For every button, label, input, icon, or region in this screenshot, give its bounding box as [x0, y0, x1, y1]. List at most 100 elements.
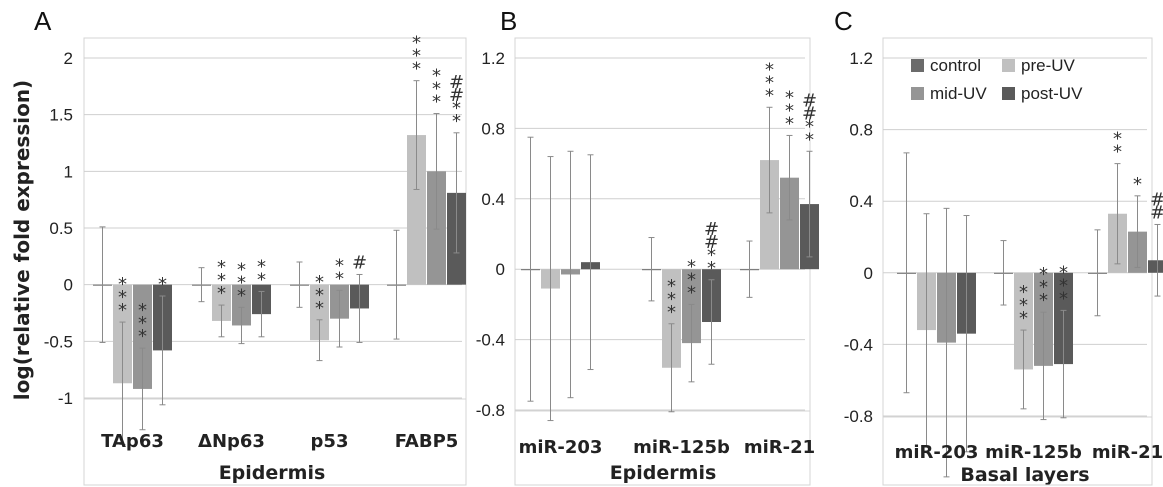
panel-a-significance-mark: *: [118, 274, 127, 295]
panel-a-category-label: ΔNp63: [198, 431, 265, 452]
panel-b-significance-mark: *: [765, 72, 774, 93]
panel-c-bar-mir125b-pre-uv: [1014, 272, 1033, 370]
panel-c-significance-mark: *: [1113, 142, 1122, 163]
panel-a-significance-mark: *: [412, 59, 421, 80]
panel-a-significance-mark: *: [217, 257, 226, 278]
panel-b-y-tick-label: -0.4: [476, 331, 505, 350]
panel-a-significance-mark: *: [412, 33, 421, 54]
panel-a-y-tick-label: 0: [64, 276, 73, 295]
panel-a: A Epidermis -1-0.500.511.52*** ****TAp63*…: [34, 6, 467, 486]
panel-c-significance-mark: *: [1113, 129, 1122, 150]
panel-b-significance-mark: *: [785, 87, 794, 108]
panel-b-category-label: miR-21: [744, 437, 815, 458]
panel-b-significance-mark: *: [687, 282, 696, 303]
panel-a-significance-mark: *: [452, 98, 461, 119]
legend-swatch-pre-uv: [1002, 59, 1015, 72]
panel-c-significance-mark: *: [1019, 295, 1028, 316]
panel-a-significance-mark: *: [315, 272, 324, 293]
y-axis-label: log(relative fold expression): [10, 80, 34, 400]
legend-label-post-uv: post-UV: [1021, 84, 1083, 103]
panel-a-significance-mark: *: [138, 313, 147, 334]
panel-a-significance-mark: *: [412, 46, 421, 67]
panel-a-significance-mark: *: [335, 255, 344, 276]
panel-a-significance-mark: *: [432, 79, 441, 100]
legend-label-pre-uv: pre-UV: [1021, 56, 1076, 75]
panel-c-bar-mir21-post-uv: [1148, 260, 1163, 273]
panel-b-significance-mark: *: [687, 256, 696, 277]
panel-a-significance-mark: *: [158, 274, 167, 295]
panel-a-significance-mark: *: [452, 111, 461, 132]
panel-a-category-label: FABP5: [395, 431, 459, 452]
panel-a-significance-mark: *: [257, 256, 266, 277]
legend-swatch-mid-uv: [911, 87, 924, 100]
panel-c: C Basal layers -0.8 -0.4 0 0.4 0.8 1.2 miR-203…: [834, 6, 1163, 486]
panel-c-significance-mark: *: [1019, 308, 1028, 329]
panel-b-bar-mir21-pre-uv: [760, 160, 779, 270]
panel-b-xlabel: Epidermis: [610, 462, 717, 484]
panel-c-category-label: miR-203: [895, 442, 979, 463]
panel-b-y-tick-label: 0.8: [481, 119, 505, 138]
panel-a-significance-mark: *: [118, 300, 127, 321]
panel-c-significance-mark: *: [1039, 290, 1048, 311]
panel-a-bar-tap63-mid-uv: [133, 284, 152, 389]
panel-c-y-tick-label: 1.2: [849, 49, 873, 68]
panel-a-significance-mark: *: [118, 287, 127, 308]
panel-c-y-tick-label: -0.4: [844, 335, 873, 354]
panel-b-significance-mark: *: [765, 85, 774, 106]
panel-b-bar-mir21-mid-uv: [780, 177, 799, 270]
panel-a-y-tick-label: 1.5: [49, 106, 73, 125]
panel-b-significance-mark: *: [687, 269, 696, 290]
panel-a-bar-p53-pre-uv: [310, 284, 329, 341]
panel-a-significance-mark: *: [217, 283, 226, 304]
panel-a-significance-mark: *: [335, 268, 344, 289]
panel-a-significance-mark: *: [217, 270, 226, 291]
panel-b-bar-mir125b-pre-uv: [662, 269, 681, 368]
panel-b-y-tick-label: -0.8: [476, 401, 505, 420]
panel-b-significance-mark: *: [667, 276, 676, 297]
panel-b-significance-mark: *: [707, 245, 716, 266]
panel-a-significance-mark: #: [449, 85, 464, 106]
panel-a-bar-np63-pre-uv: [212, 284, 231, 321]
panel-a-significance-mark: *: [237, 272, 246, 293]
panel-c-significance-mark: #: [1150, 202, 1163, 223]
panel-a-bar-np63-mid-uv: [232, 284, 251, 326]
panel-a-significance-mark: #: [352, 252, 367, 273]
panel-b-significance-mark: *: [785, 113, 794, 134]
panel-b-significance-mark: *: [785, 100, 794, 121]
panel-b-significance-mark: #: [802, 90, 817, 111]
panel-a-significance-mark: *: [257, 269, 266, 290]
panel-b-category-label: miR-203: [519, 437, 603, 458]
panel-a-letter: A: [34, 6, 52, 36]
panel-a-bar-fabp5-pre-uv: [407, 135, 426, 285]
panel-b-y-tick-label: 0: [496, 260, 505, 279]
panel-c-y-tick-label: 0.8: [849, 121, 873, 140]
panel-b-significance-mark: *: [707, 258, 716, 279]
panel-a-significance-mark: *: [138, 300, 147, 321]
panel-b-letter: B: [500, 6, 517, 36]
panel-b-significance-mark: *: [805, 116, 814, 137]
panel-b-significance-mark: *: [805, 129, 814, 150]
panel-c-significance-mark: *: [1039, 277, 1048, 298]
panel-b-significance-mark: #: [704, 219, 719, 240]
panel-a-significance-mark: *: [432, 92, 441, 113]
panel-a-xlabel: Epidermis: [219, 462, 326, 484]
panel-c-y-tick-label: 0: [864, 264, 873, 283]
panel-a-significance-mark: *: [315, 285, 324, 306]
panel-b-y-tick-label: 0.4: [481, 190, 505, 209]
panel-a-significance-mark: *: [138, 326, 147, 347]
legend-swatch-post-uv: [1002, 87, 1015, 100]
panel-a-significance-mark: *: [237, 259, 246, 280]
panel-b-y-tick-label: 1.2: [481, 49, 505, 68]
panel-c-significance-mark: *: [1039, 264, 1048, 285]
panel-c-y-tick-label: -0.8: [844, 407, 873, 426]
panel-c-category-label: miR-125b: [985, 442, 1082, 463]
panel-a-category-label: TAp63: [101, 431, 164, 452]
panel-b-category-label: miR-125b: [633, 437, 730, 458]
panel-c-significance-mark: *: [1133, 174, 1142, 195]
panel-b-significance-mark: *: [667, 302, 676, 323]
panel-c-significance-mark: *: [1059, 288, 1068, 309]
panel-c-xlabel: Basal layers: [960, 464, 1089, 486]
panel-c-significance-mark: *: [1059, 262, 1068, 283]
panel-c-significance-mark: *: [1019, 282, 1028, 303]
